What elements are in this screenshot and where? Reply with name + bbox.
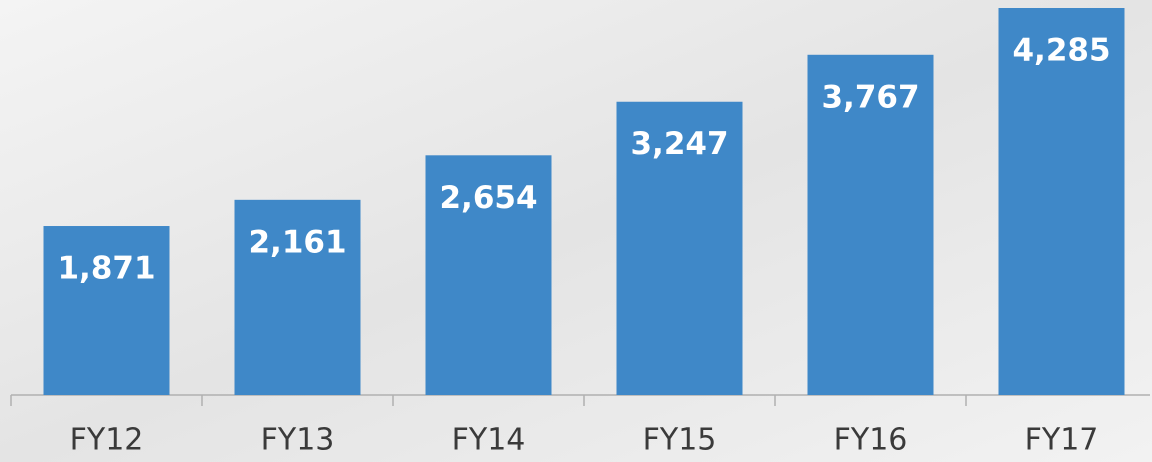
data-label: 2,654 (439, 180, 537, 216)
bar (616, 101, 743, 396)
data-label: 3,767 (821, 79, 919, 115)
x-tick-label: FY17 (1025, 423, 1099, 458)
data-label: 4,285 (1012, 33, 1110, 69)
data-label: 3,247 (630, 126, 728, 162)
data-label: 1,871 (57, 251, 155, 287)
x-tick-label: FY14 (452, 423, 526, 458)
x-tick-label: FY13 (261, 423, 335, 458)
bar (234, 199, 361, 395)
bar (807, 54, 934, 395)
x-tick-label: FY15 (643, 423, 717, 458)
data-label: 2,161 (248, 224, 346, 260)
x-tick-label: FY12 (70, 423, 144, 458)
bar (998, 8, 1125, 395)
bar (43, 226, 170, 395)
bar (425, 155, 552, 395)
x-tick-label: FY16 (834, 423, 908, 458)
